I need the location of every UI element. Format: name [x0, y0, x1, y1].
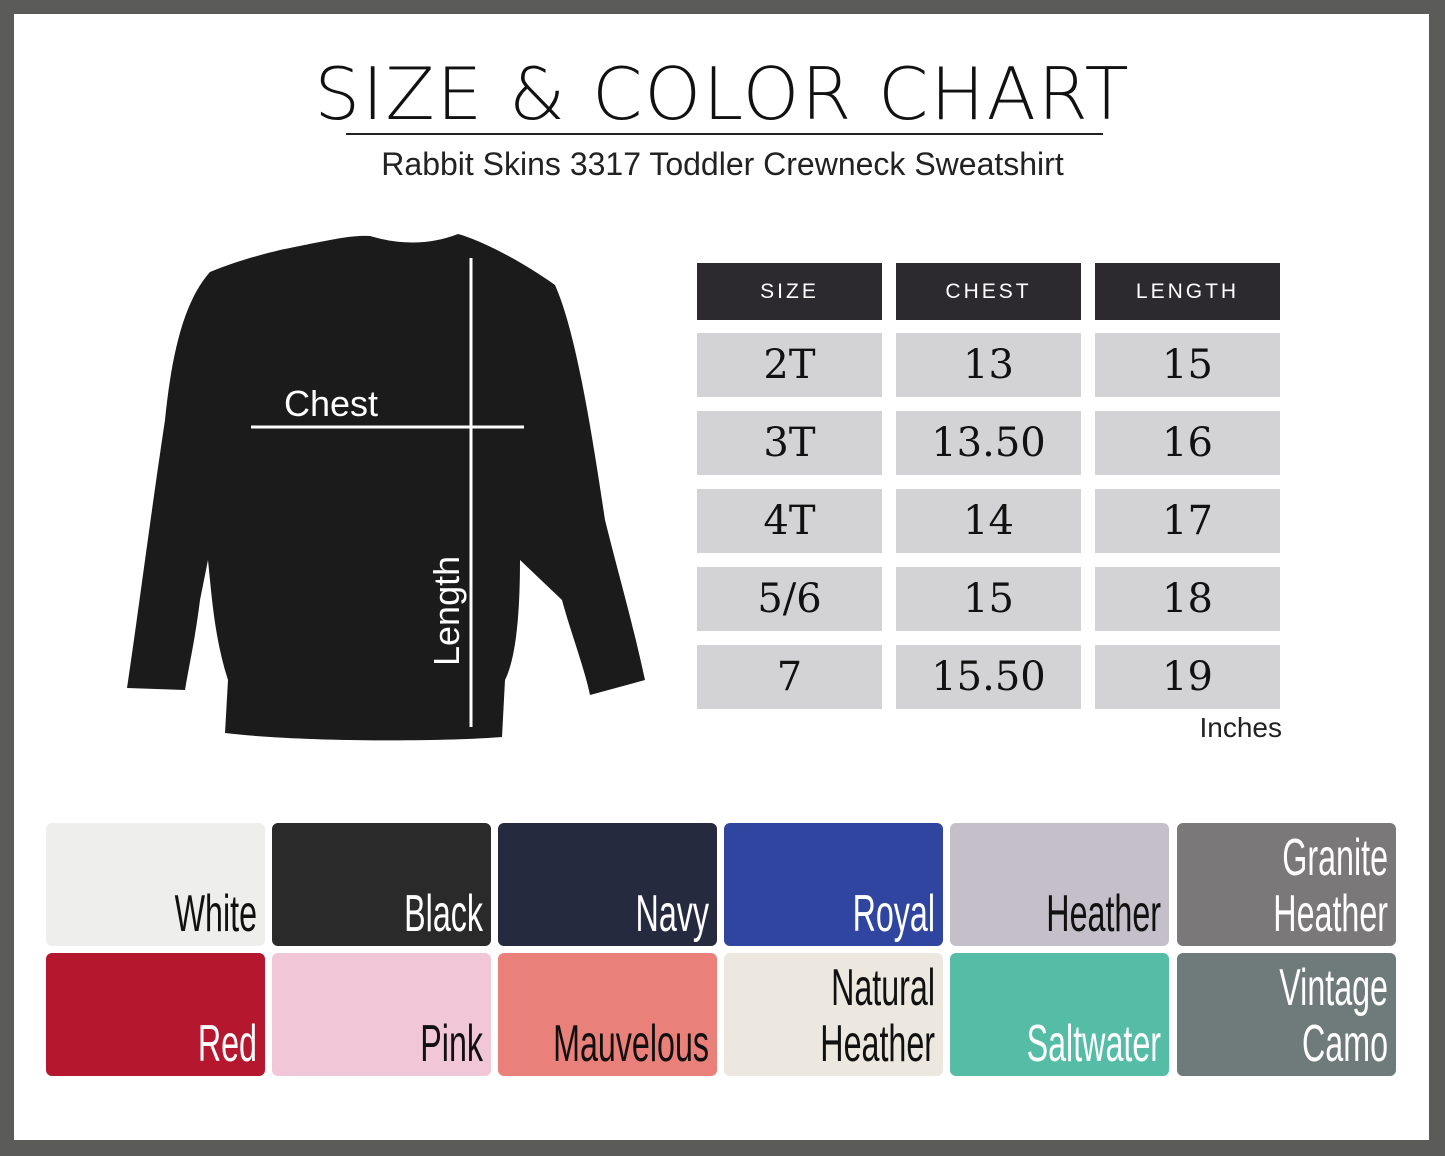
table-cell: 13.50: [896, 411, 1081, 475]
unit-label: Inches: [1199, 712, 1283, 743]
color-swatch: Royal: [724, 823, 943, 946]
table-cell: 2T: [697, 333, 882, 397]
table-cell: 18: [1095, 567, 1280, 631]
color-swatch: Granite Heather: [1177, 823, 1396, 946]
color-name: Pink: [420, 1015, 483, 1073]
table-cell: 7: [697, 645, 882, 709]
table-cell: 17: [1095, 489, 1280, 553]
color-name: Saltwater: [1026, 1015, 1161, 1073]
color-name: Mauvelous: [553, 1015, 709, 1073]
product-subtitle: Rabbit Skins 3317 Toddler Crewneck Sweat…: [381, 146, 1064, 182]
color-name: Heather: [1046, 885, 1161, 943]
color-name: Granite Heather: [1273, 829, 1388, 943]
table-cell: 13: [896, 333, 1081, 397]
length-label: Length: [426, 555, 467, 666]
color-swatch: White: [46, 823, 265, 946]
table-cell: 14: [896, 489, 1081, 553]
table-cell: 15: [896, 567, 1081, 631]
color-name: Black: [404, 885, 483, 943]
table-header: SIZE: [697, 263, 882, 320]
sweatshirt-body: [127, 234, 645, 741]
color-name: Red: [197, 1015, 257, 1073]
table-cell: 5/6: [697, 567, 882, 631]
color-name: Vintage Camo: [1279, 959, 1388, 1073]
color-swatch: Heather: [950, 823, 1169, 946]
title-divider: [346, 133, 1103, 135]
color-name: Navy: [635, 885, 709, 943]
color-name: Natural Heather: [820, 959, 935, 1073]
color-name: White: [174, 885, 257, 943]
color-swatch: Mauvelous: [498, 953, 717, 1076]
page-title: SIZE & COLOR CHART: [314, 52, 1131, 136]
color-swatch: Black: [272, 823, 491, 946]
color-swatch: Vintage Camo: [1177, 953, 1396, 1076]
color-name: Royal: [852, 885, 935, 943]
color-swatch: Natural Heather: [724, 953, 943, 1076]
table-cell: 3T: [697, 411, 882, 475]
chest-label: Chest: [284, 383, 379, 424]
color-swatch: Red: [46, 953, 265, 1076]
table-header: CHEST: [896, 263, 1081, 320]
table-cell: 16: [1095, 411, 1280, 475]
table-cell: 15: [1095, 333, 1280, 397]
color-swatch: Pink: [272, 953, 491, 1076]
table-cell: 4T: [697, 489, 882, 553]
table-header: LENGTH: [1095, 263, 1280, 320]
color-swatch: Navy: [498, 823, 717, 946]
table-cell: 19: [1095, 645, 1280, 709]
table-cell: 15.50: [896, 645, 1081, 709]
color-swatch: Saltwater: [950, 953, 1169, 1076]
